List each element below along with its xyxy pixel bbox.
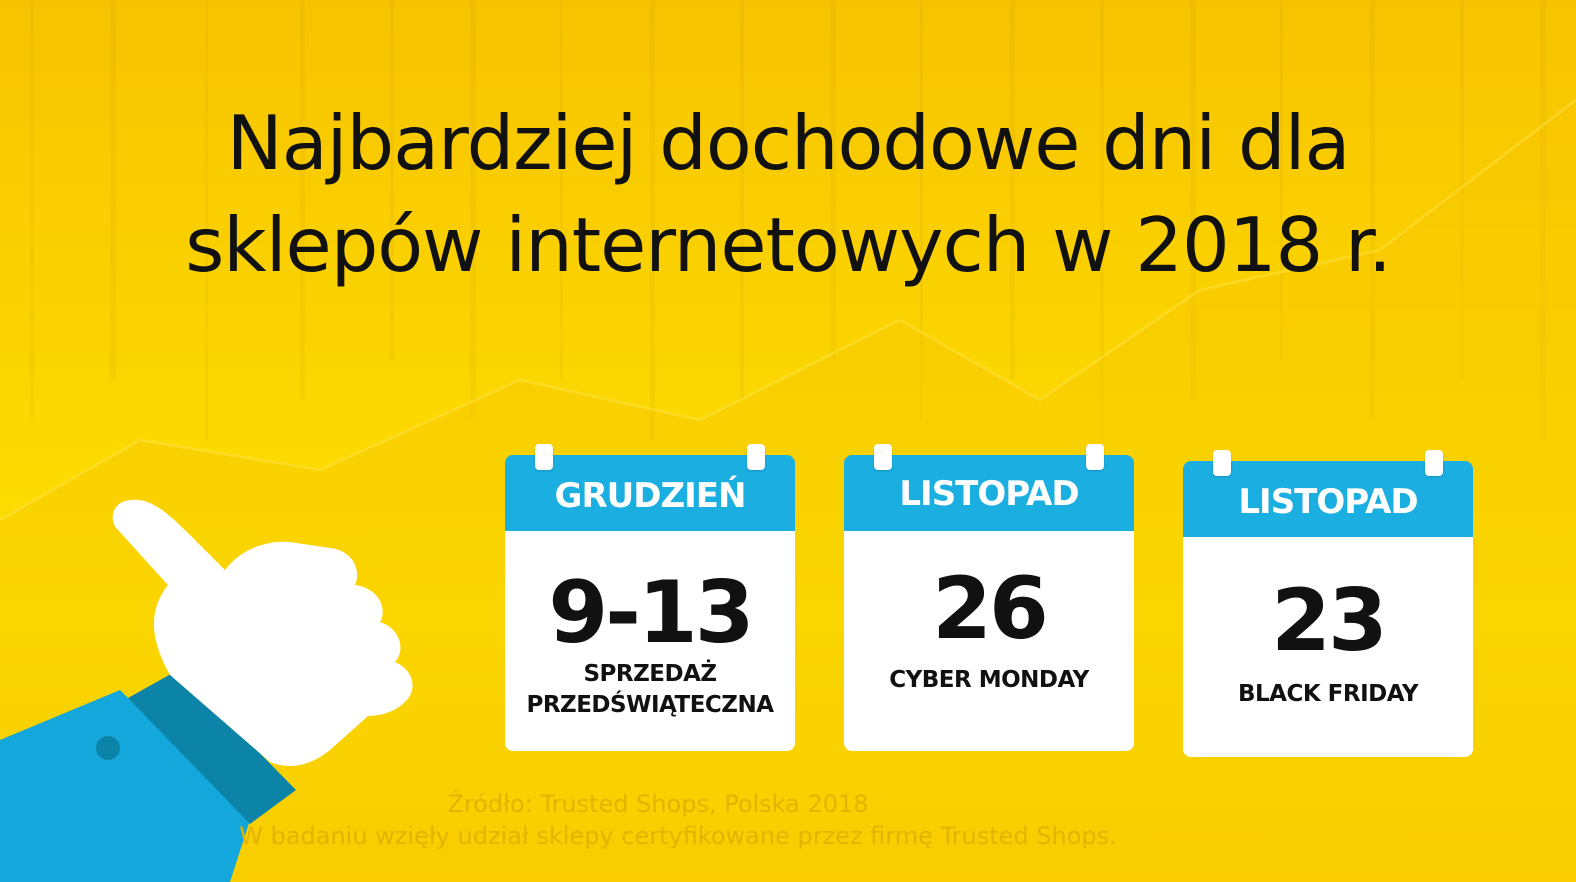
calendar-body: 9-13 SPRZEDAŻ PRZEDŚWIĄTECZNA — [505, 531, 795, 751]
calendar-label-line-2: PRZEDŚWIĄTECZNA — [526, 692, 774, 718]
calendar-label: SPRZEDAŻ PRZEDŚWIĄTECZNA — [505, 659, 795, 721]
calendar-body: 26 CYBER MONDAY — [844, 531, 1134, 751]
title-line-1: Najbardziej dochodowe dni dla — [226, 99, 1351, 187]
calendar-label: CYBER MONDAY — [889, 667, 1089, 693]
calendar-month: LISTOPAD — [1183, 461, 1473, 537]
calendar-body: 23 BLACK FRIDAY — [1183, 537, 1473, 757]
calendar-day: 9-13 — [548, 563, 754, 663]
calendar-day: 23 — [1271, 571, 1388, 671]
calendar-month: LISTOPAD — [844, 455, 1134, 531]
calendar-label: BLACK FRIDAY — [1237, 681, 1419, 707]
page-title: Najbardziej dochodowe dni dla sklepów in… — [0, 92, 1576, 296]
calendar-ring — [1086, 444, 1104, 470]
title-line-2: sklepów internetowych w 2018 r. — [185, 201, 1392, 289]
calendar-ring — [1213, 450, 1231, 476]
calendar-label-line-1: SPRZEDAŻ — [583, 661, 717, 687]
calendar-day: 26 — [932, 559, 1049, 659]
source-note: Źródło: Trusted Shops, Polska 2018 W bad… — [35, 788, 1576, 852]
calendar-ring — [535, 444, 553, 470]
calendar-ring — [747, 444, 765, 470]
calendar-card-black-friday: LISTOPAD 23 BLACK FRIDAY — [1183, 450, 1473, 757]
calendar-ring — [1425, 450, 1443, 476]
calendar-month: GRUDZIEŃ — [505, 455, 795, 531]
calendar-card-cyber-monday: LISTOPAD 26 CYBER MONDAY — [844, 444, 1134, 751]
calendar-ring — [874, 444, 892, 470]
calendar-card-december: GRUDZIEŃ 9-13 SPRZEDAŻ PRZEDŚWIĄTECZNA — [505, 444, 795, 751]
source-line-2: W badaniu wzięły udział sklepy certyfiko… — [239, 822, 1117, 850]
thumbs-up-hand-icon — [0, 499, 413, 882]
source-line-1: Źródło: Trusted Shops, Polska 2018 — [447, 790, 869, 818]
